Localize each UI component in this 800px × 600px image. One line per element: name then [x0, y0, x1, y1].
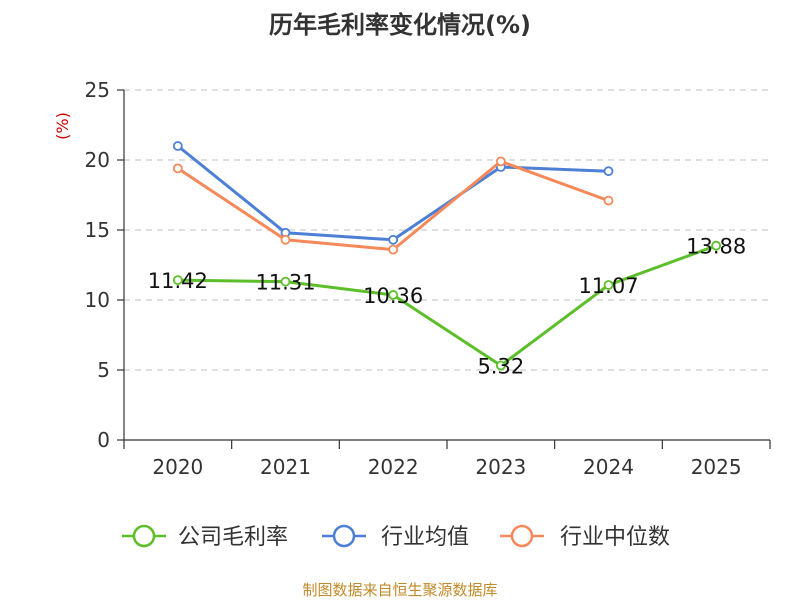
series-1-point: [388, 234, 399, 245]
data-labels: 11.42 11.31 10.36 5.32 11.07 13.88: [148, 235, 746, 379]
x-tick-label: 2022: [368, 455, 419, 479]
series-1-point: [172, 141, 183, 151]
series-2-point: [388, 244, 399, 255]
series-2-point: [603, 195, 614, 206]
series-0-point: [711, 240, 722, 251]
series-2-point: [280, 234, 291, 245]
data-label: 11.07: [578, 274, 638, 298]
y-tick-label: 10: [85, 288, 110, 312]
series-0-point: [280, 276, 291, 287]
x-tick-label: 2020: [152, 455, 203, 479]
series-1-point: [603, 166, 614, 177]
legend-label-1: 行业均值: [381, 525, 469, 550]
chart-title: 历年毛利率变化情况(%): [269, 11, 531, 39]
x-tick-label: 2023: [475, 455, 526, 479]
x-tick-label: 2024: [583, 455, 634, 479]
x-tick-label: 2025: [691, 455, 742, 479]
series-2-point: [495, 156, 506, 167]
series-line-0: [177, 244, 717, 368]
y-axis-unit-label: (%): [53, 112, 72, 140]
y-tick-label: 25: [85, 78, 110, 102]
series-2-point: [172, 163, 183, 174]
series-0-point: [603, 280, 614, 290]
legend-label-2: 行业中位数: [560, 525, 670, 550]
y-tick-label: 15: [85, 218, 110, 242]
data-label: 13.88: [686, 235, 746, 259]
y-tick-label: 5: [97, 358, 110, 382]
data-label: 10.36: [363, 284, 423, 308]
x-tick-label: 2021: [260, 455, 311, 479]
series-0-point: [172, 275, 183, 286]
y-tick-label: 20: [85, 148, 110, 172]
series-lines: [172, 141, 722, 371]
legend-marker-0: [132, 524, 156, 548]
legend[interactable]: 公司毛利率 行业均值 行业中位数: [122, 524, 670, 550]
data-label: 5.32: [477, 355, 524, 379]
legend-marker-2: [510, 524, 534, 548]
data-label: 11.31: [255, 271, 315, 295]
y-tick-label: 0: [97, 428, 110, 452]
data-label: 11.42: [148, 269, 208, 293]
legend-label-0: 公司毛利率: [178, 525, 288, 550]
series-0-point: [495, 360, 506, 371]
series-0-point: [388, 290, 399, 300]
source-note: 制图数据来自恒生聚源数据库: [302, 581, 497, 599]
grid-lines: [124, 89, 770, 371]
legend-marker-1: [332, 524, 356, 548]
